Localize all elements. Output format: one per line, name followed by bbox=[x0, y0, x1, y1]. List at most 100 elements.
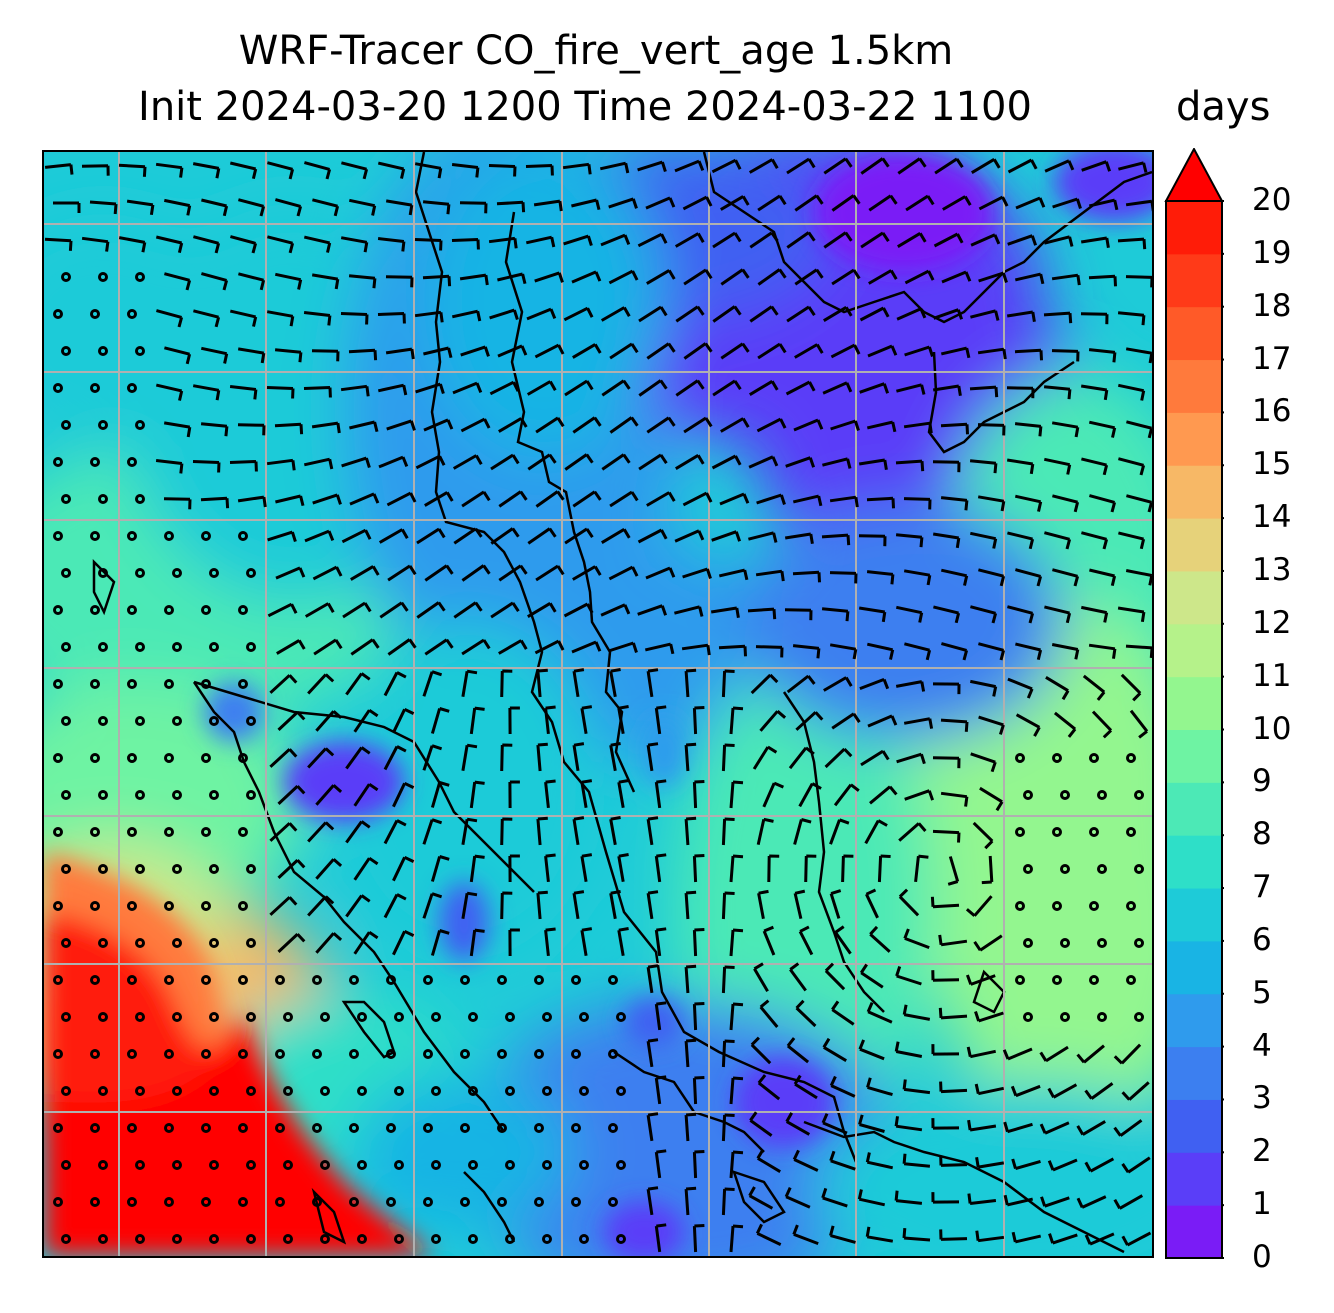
wind-barb bbox=[276, 639, 306, 655]
wind-barb bbox=[1007, 158, 1038, 174]
wind-barb bbox=[684, 1186, 697, 1216]
wind-barb bbox=[718, 568, 749, 581]
wind-barb bbox=[118, 163, 147, 177]
wind-barb bbox=[757, 1074, 781, 1101]
colorbar-band bbox=[1166, 835, 1222, 889]
calm-wind-circle bbox=[238, 1049, 248, 1059]
wind-barb bbox=[1080, 605, 1109, 623]
wind-barb bbox=[237, 423, 266, 436]
calm-wind-circle bbox=[53, 753, 63, 763]
wind-barb bbox=[1084, 1157, 1115, 1173]
calm-wind-circle bbox=[164, 753, 174, 763]
wind-barb bbox=[789, 962, 807, 992]
wind-barb bbox=[898, 888, 920, 917]
wind-barb bbox=[312, 565, 343, 581]
wind-barb bbox=[932, 756, 961, 769]
calm-wind-circle bbox=[349, 1123, 359, 1133]
wind-barb bbox=[1043, 457, 1072, 475]
wind-barb bbox=[638, 379, 668, 397]
wind-barb bbox=[461, 669, 478, 698]
wind-barb bbox=[1014, 348, 1043, 361]
wind-barb bbox=[387, 638, 417, 656]
wind-barb bbox=[349, 420, 379, 433]
calm-wind-circle bbox=[312, 975, 322, 985]
wind-barb bbox=[617, 927, 629, 957]
calm-wind-circle bbox=[127, 457, 137, 467]
wind-barb bbox=[312, 198, 340, 217]
wind-barb bbox=[829, 1075, 856, 1098]
wind-barb bbox=[939, 1229, 968, 1241]
wind-barb bbox=[535, 564, 565, 582]
wind-barb bbox=[729, 706, 744, 735]
wind-barb bbox=[461, 564, 491, 582]
calm-wind-circle bbox=[505, 1234, 515, 1244]
calm-wind-circle bbox=[505, 1012, 515, 1022]
wind-barb bbox=[646, 816, 659, 846]
wind-barb bbox=[1011, 1158, 1041, 1171]
wind-barb bbox=[1015, 713, 1041, 737]
wind-barb bbox=[422, 200, 451, 215]
calm-wind-circle bbox=[209, 1012, 219, 1022]
wind-barb bbox=[646, 1186, 659, 1216]
calm-wind-circle bbox=[246, 1160, 256, 1170]
wind-barb bbox=[562, 162, 592, 175]
wind-barb bbox=[1088, 198, 1119, 211]
wind-barb bbox=[489, 380, 520, 396]
calm-wind-circle bbox=[460, 1123, 470, 1133]
calm-wind-circle bbox=[246, 938, 256, 948]
wind-barb bbox=[1045, 676, 1070, 701]
calm-wind-circle bbox=[238, 1123, 248, 1133]
wind-barb bbox=[868, 194, 898, 212]
colorbar-tick-label: 7 bbox=[1252, 869, 1272, 906]
calm-wind-circle bbox=[1015, 901, 1025, 911]
wind-barb bbox=[637, 604, 668, 616]
wind-barb bbox=[608, 565, 639, 581]
calm-wind-circle bbox=[238, 901, 248, 911]
calm-wind-circle bbox=[423, 1123, 433, 1133]
calm-wind-circle bbox=[238, 605, 248, 615]
calm-wind-circle bbox=[431, 1012, 441, 1022]
wind-barb bbox=[932, 384, 962, 397]
wind-barb bbox=[53, 201, 81, 213]
wind-barb bbox=[824, 962, 846, 991]
wind-barb bbox=[580, 853, 593, 883]
calm-wind-circle bbox=[201, 531, 211, 541]
calm-wind-circle bbox=[423, 1197, 433, 1207]
wind-barb bbox=[544, 705, 556, 735]
calm-wind-circle bbox=[53, 679, 63, 689]
wind-barb bbox=[969, 385, 999, 398]
wind-barb bbox=[527, 527, 557, 545]
wind-barb bbox=[829, 889, 842, 919]
calm-wind-circle bbox=[571, 975, 581, 985]
wind-barb bbox=[461, 638, 491, 656]
calm-wind-circle bbox=[579, 1086, 589, 1096]
wind-barb bbox=[563, 306, 594, 322]
wind-barb bbox=[858, 534, 887, 547]
wind-barb bbox=[1007, 234, 1038, 246]
calm-wind-circle bbox=[497, 975, 507, 985]
wind-barb bbox=[572, 490, 602, 508]
wind-barb bbox=[496, 200, 526, 213]
calm-wind-circle bbox=[172, 642, 182, 652]
wind-barb bbox=[353, 708, 379, 733]
wind-barb bbox=[1076, 1195, 1107, 1209]
calm-wind-circle bbox=[1134, 938, 1144, 948]
wind-barb bbox=[804, 854, 817, 883]
wind-barb bbox=[1089, 494, 1117, 513]
calm-wind-circle bbox=[172, 1234, 182, 1244]
calm-wind-circle bbox=[164, 679, 174, 689]
wind-barb bbox=[536, 668, 548, 698]
calm-wind-circle bbox=[312, 1197, 322, 1207]
wind-barb bbox=[608, 269, 639, 285]
wind-barb bbox=[275, 198, 303, 217]
wind-barb bbox=[1044, 531, 1072, 550]
calm-wind-circle bbox=[579, 1160, 589, 1170]
calm-wind-circle bbox=[608, 1049, 618, 1059]
wind-barb bbox=[858, 1114, 885, 1133]
colorbar-band bbox=[1166, 1099, 1222, 1153]
calm-wind-circle bbox=[468, 1160, 478, 1170]
calm-wind-circle bbox=[172, 864, 182, 874]
wind-barb bbox=[756, 417, 787, 433]
colorbar-tick-label: 18 bbox=[1252, 287, 1292, 324]
wind-barb bbox=[674, 232, 705, 248]
